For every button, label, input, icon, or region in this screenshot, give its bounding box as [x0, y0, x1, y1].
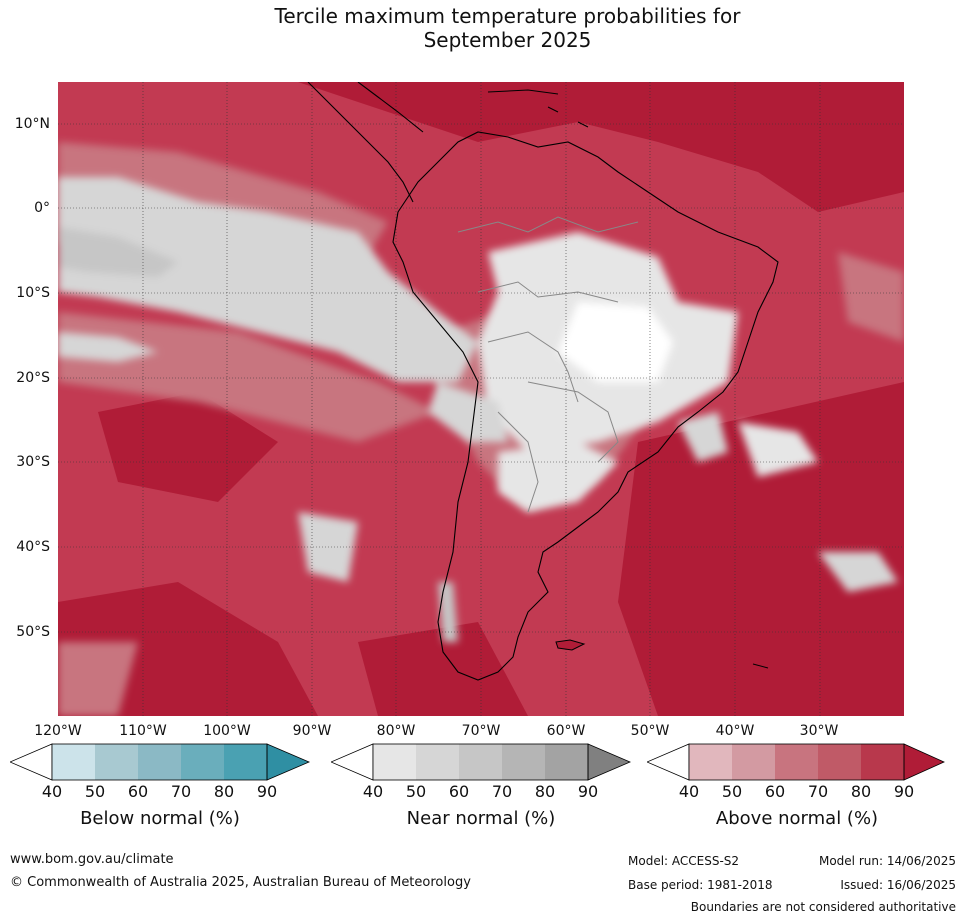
footer-base-period: Base period: 1981-2018 — [628, 878, 773, 892]
colorbar-near — [331, 743, 631, 781]
lat-label-30s: 30°S — [16, 454, 50, 470]
legend-near-normal — [331, 742, 631, 782]
legend-above-tick-80: 80 — [850, 782, 872, 801]
legend-below-tick-50: 50 — [84, 782, 106, 801]
legend-above-title: Above normal (%) — [715, 808, 879, 829]
colorbar-below-bin-80-90 — [224, 744, 267, 780]
colorbar-above-bin-40-50 — [689, 744, 732, 780]
footer-copyright: © Commonwealth of Australia 2025, Austra… — [10, 875, 471, 890]
legend-below-tick-90: 90 — [256, 782, 278, 801]
legend-below-tick-70: 70 — [170, 782, 192, 801]
legend-near-tick-80: 80 — [534, 782, 556, 801]
colorbar-below-bin-70-80 — [181, 744, 224, 780]
footer-issued: Issued: 16/06/2025 — [840, 878, 956, 892]
lon-label-100w: 100°W — [203, 723, 251, 739]
lon-label-80w: 80°W — [376, 723, 416, 739]
map-title: Tercile maximum temperature probabilitie… — [0, 4, 965, 52]
legend-below-title: Below normal (%) — [80, 808, 240, 829]
lat-label-10n: 10°N — [14, 116, 50, 132]
colorbar-below-bin-60-70 — [138, 744, 181, 780]
colorbar-above-upper-cap — [904, 744, 944, 780]
lon-label-70w: 70°W — [461, 723, 501, 739]
colorbar-near-bin-40-50 — [373, 744, 416, 780]
map-canvas — [58, 82, 904, 716]
colorbar-near-bin-60-70 — [459, 744, 502, 780]
legend-above-tick-50: 50 — [721, 782, 743, 801]
legend-near-title: Near normal (%) — [406, 808, 556, 829]
colorbar-above-lower-cap — [647, 743, 690, 781]
legend-near-tick-70: 70 — [491, 782, 513, 801]
legend-below-normal — [10, 742, 310, 782]
colorbar-below-upper-cap — [267, 744, 309, 780]
lon-label-60w: 60°W — [546, 723, 586, 739]
legend-below-tick-40: 40 — [41, 782, 63, 801]
footer-disclaimer: Boundaries are not considered authoritat… — [690, 900, 956, 914]
colorbar-below — [10, 743, 310, 781]
country-borders — [457, 216, 639, 513]
graticule — [58, 82, 904, 716]
south-america-coastline — [392, 131, 779, 681]
colorbar-below-lower-cap — [10, 743, 53, 781]
lon-label-50w: 50°W — [630, 723, 670, 739]
legend-near-tick-60: 60 — [448, 782, 470, 801]
colorbar-above-bin-70-80 — [818, 744, 861, 780]
lon-label-40w: 40°W — [715, 723, 755, 739]
colorbar-near-bin-50-60 — [416, 744, 459, 780]
lon-label-30w: 30°W — [799, 723, 839, 739]
lon-label-90w: 90°W — [292, 723, 332, 739]
colorbar-below-bin-40-50 — [52, 744, 95, 780]
near-normal-regions — [58, 177, 898, 642]
title-line-1: Tercile maximum temperature probabilitie… — [274, 4, 741, 28]
central-america-coastline — [307, 82, 424, 203]
lat-label-10s: 10°S — [16, 285, 50, 301]
legend-near-tick-50: 50 — [405, 782, 427, 801]
colorbar-above — [647, 743, 945, 781]
colorbar-near-bin-80-90 — [545, 744, 588, 780]
footer-website-link[interactable]: www.bom.gov.au/climate — [10, 852, 174, 867]
legend-near-tick-40: 40 — [362, 782, 384, 801]
colorbar-above-bin-80-90 — [861, 744, 904, 780]
lat-label-20s: 20°S — [16, 370, 50, 386]
title-line-2: September 2025 — [423, 28, 592, 52]
legend-below-tick-80: 80 — [213, 782, 235, 801]
lat-label-0: 0° — [34, 200, 50, 216]
lon-label-120w: 120°W — [34, 723, 82, 739]
legend-near-tick-90: 90 — [577, 782, 599, 801]
lat-label-50s: 50°S — [16, 624, 50, 640]
legend-above-normal — [647, 742, 947, 782]
lat-label-40s: 40°S — [16, 539, 50, 555]
lon-label-110w: 110°W — [119, 723, 167, 739]
legend-above-tick-90: 90 — [893, 782, 915, 801]
footer-model: Model: ACCESS-S2 — [628, 854, 740, 868]
colorbar-below-bin-50-60 — [95, 744, 138, 780]
legend-above-tick-70: 70 — [807, 782, 829, 801]
legend-above-tick-40: 40 — [678, 782, 700, 801]
colorbar-above-bin-50-60 — [732, 744, 775, 780]
colorbar-near-lower-cap — [331, 743, 374, 781]
south-georgia — [752, 663, 769, 669]
footer-model-run: Model run: 14/06/2025 — [818, 854, 956, 868]
legend-below-tick-60: 60 — [127, 782, 149, 801]
caribbean-islands — [487, 89, 589, 128]
colorbar-above-bin-60-70 — [775, 744, 818, 780]
falkland-islands — [555, 639, 586, 651]
colorbar-near-bin-70-80 — [502, 744, 545, 780]
probability-map — [58, 82, 904, 716]
legend-above-tick-60: 60 — [764, 782, 786, 801]
colorbar-near-upper-cap — [588, 744, 630, 780]
